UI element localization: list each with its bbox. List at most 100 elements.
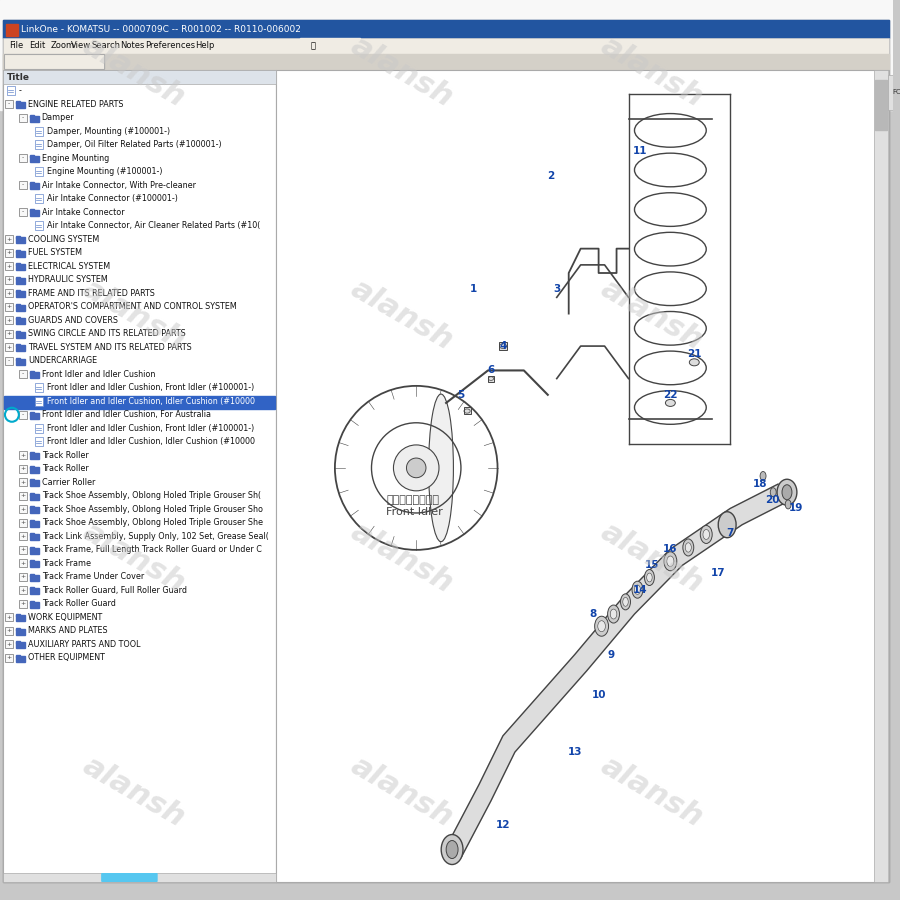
Text: フロントアイドラ: フロントアイドラ xyxy=(386,495,439,506)
Text: Air Intake Connector: Air Intake Connector xyxy=(41,208,124,217)
Ellipse shape xyxy=(782,485,792,500)
Text: FRAME AND ITS RELATED PARTS: FRAME AND ITS RELATED PARTS xyxy=(28,289,155,298)
Text: +: + xyxy=(20,480,25,485)
Bar xyxy=(5,626,13,634)
Bar xyxy=(19,208,27,216)
Text: MARKS AND PLATES: MARKS AND PLATES xyxy=(28,626,107,635)
Ellipse shape xyxy=(700,526,712,544)
Text: Damper, Mounting (#100001-): Damper, Mounting (#100001-) xyxy=(47,127,170,136)
Ellipse shape xyxy=(667,556,674,566)
Text: -: - xyxy=(22,372,24,377)
Text: alansh: alansh xyxy=(346,518,458,599)
FancyBboxPatch shape xyxy=(4,55,104,69)
Text: -: - xyxy=(22,183,24,188)
Text: Track Link Assembly, Supply Only, 102 Set, Grease Seal(: Track Link Assembly, Supply Only, 102 Se… xyxy=(41,532,268,541)
Bar xyxy=(5,248,13,256)
Bar xyxy=(30,560,33,562)
Text: Front Idler and Idler Cushion, Idler Cushion (#10000: Front Idler and Idler Cushion, Idler Cus… xyxy=(47,397,255,406)
Text: 22: 22 xyxy=(663,390,678,400)
Ellipse shape xyxy=(441,834,463,865)
Text: 4: 4 xyxy=(500,341,507,351)
Text: +: + xyxy=(6,264,12,269)
Text: 21: 21 xyxy=(687,349,701,359)
Bar xyxy=(19,154,27,162)
Text: Title: Title xyxy=(7,73,30,82)
Ellipse shape xyxy=(446,841,458,859)
Bar xyxy=(5,329,13,338)
Bar xyxy=(5,613,13,621)
Text: +: + xyxy=(20,493,25,499)
Bar xyxy=(16,319,25,324)
Bar xyxy=(19,181,27,189)
Bar xyxy=(30,412,33,414)
Text: +: + xyxy=(6,237,12,242)
Ellipse shape xyxy=(647,573,652,582)
Text: +: + xyxy=(6,628,12,634)
Text: 16: 16 xyxy=(663,544,678,554)
Bar xyxy=(5,275,13,284)
Text: ENGINE RELATED PARTS: ENGINE RELATED PARTS xyxy=(28,100,123,109)
Ellipse shape xyxy=(632,581,643,598)
Text: Engine Mounting: Engine Mounting xyxy=(41,154,109,163)
Bar xyxy=(16,263,20,266)
Text: +: + xyxy=(6,655,12,661)
Text: Air Intake Connector, Air Cleaner Related Parts (#10(: Air Intake Connector, Air Cleaner Relate… xyxy=(47,221,260,230)
Bar xyxy=(6,24,18,36)
Text: Help: Help xyxy=(195,41,214,50)
Text: +: + xyxy=(6,291,12,296)
Ellipse shape xyxy=(428,394,454,542)
Bar xyxy=(35,383,42,392)
Bar xyxy=(5,343,13,351)
Ellipse shape xyxy=(644,570,654,586)
Bar xyxy=(887,75,900,110)
Bar xyxy=(16,277,20,279)
Bar xyxy=(30,602,39,608)
Bar xyxy=(16,344,20,346)
Text: +: + xyxy=(6,304,12,310)
Bar xyxy=(19,559,27,567)
Bar xyxy=(35,167,42,176)
Bar xyxy=(30,575,39,580)
Bar xyxy=(0,0,893,110)
Bar xyxy=(16,304,20,306)
Text: alansh: alansh xyxy=(77,32,190,112)
Text: SWING CIRCLE AND ITS RELATED PARTS: SWING CIRCLE AND ITS RELATED PARTS xyxy=(28,329,185,338)
Bar xyxy=(19,491,27,500)
Bar xyxy=(19,599,27,608)
Bar xyxy=(3,38,888,54)
Ellipse shape xyxy=(685,543,691,552)
Text: -: - xyxy=(22,210,24,215)
Bar xyxy=(35,127,42,136)
Bar xyxy=(3,873,275,882)
Bar xyxy=(488,375,494,382)
Text: Track Shoe Assembly, Oblong Holed Triple Grouser Sh(: Track Shoe Assembly, Oblong Holed Triple… xyxy=(41,491,261,500)
Text: alansh: alansh xyxy=(595,274,708,356)
Bar xyxy=(16,103,25,108)
Text: Front Idler and Idler Cushion, Front Idler (#100001-): Front Idler and Idler Cushion, Front Idl… xyxy=(47,383,254,392)
Bar xyxy=(16,318,20,320)
Bar xyxy=(30,157,39,162)
Bar xyxy=(30,521,39,526)
Text: 13: 13 xyxy=(567,747,582,757)
Text: AUXILIARY PARTS AND TOOL: AUXILIARY PARTS AND TOOL xyxy=(28,640,140,649)
Bar xyxy=(30,494,39,500)
Bar xyxy=(16,238,25,243)
Text: OPERATOR'S COMPARTMENT AND CONTROL SYSTEM: OPERATOR'S COMPARTMENT AND CONTROL SYSTE… xyxy=(28,302,237,311)
Bar xyxy=(5,100,13,108)
Ellipse shape xyxy=(689,359,699,365)
Text: 19: 19 xyxy=(788,503,803,514)
Bar xyxy=(30,371,33,373)
Bar xyxy=(19,478,27,486)
Text: 5: 5 xyxy=(457,390,464,400)
Text: alansh: alansh xyxy=(346,32,458,112)
Ellipse shape xyxy=(621,594,631,610)
Text: alansh: alansh xyxy=(77,518,190,599)
Bar xyxy=(19,370,27,378)
Bar xyxy=(35,221,42,230)
Bar xyxy=(301,38,360,54)
Text: Track Roller Guard, Full Roller Guard: Track Roller Guard, Full Roller Guard xyxy=(41,586,186,595)
Text: Track Roller: Track Roller xyxy=(41,464,88,473)
Text: Search: Search xyxy=(92,41,121,50)
Bar xyxy=(874,70,887,882)
Text: alansh: alansh xyxy=(346,274,458,356)
